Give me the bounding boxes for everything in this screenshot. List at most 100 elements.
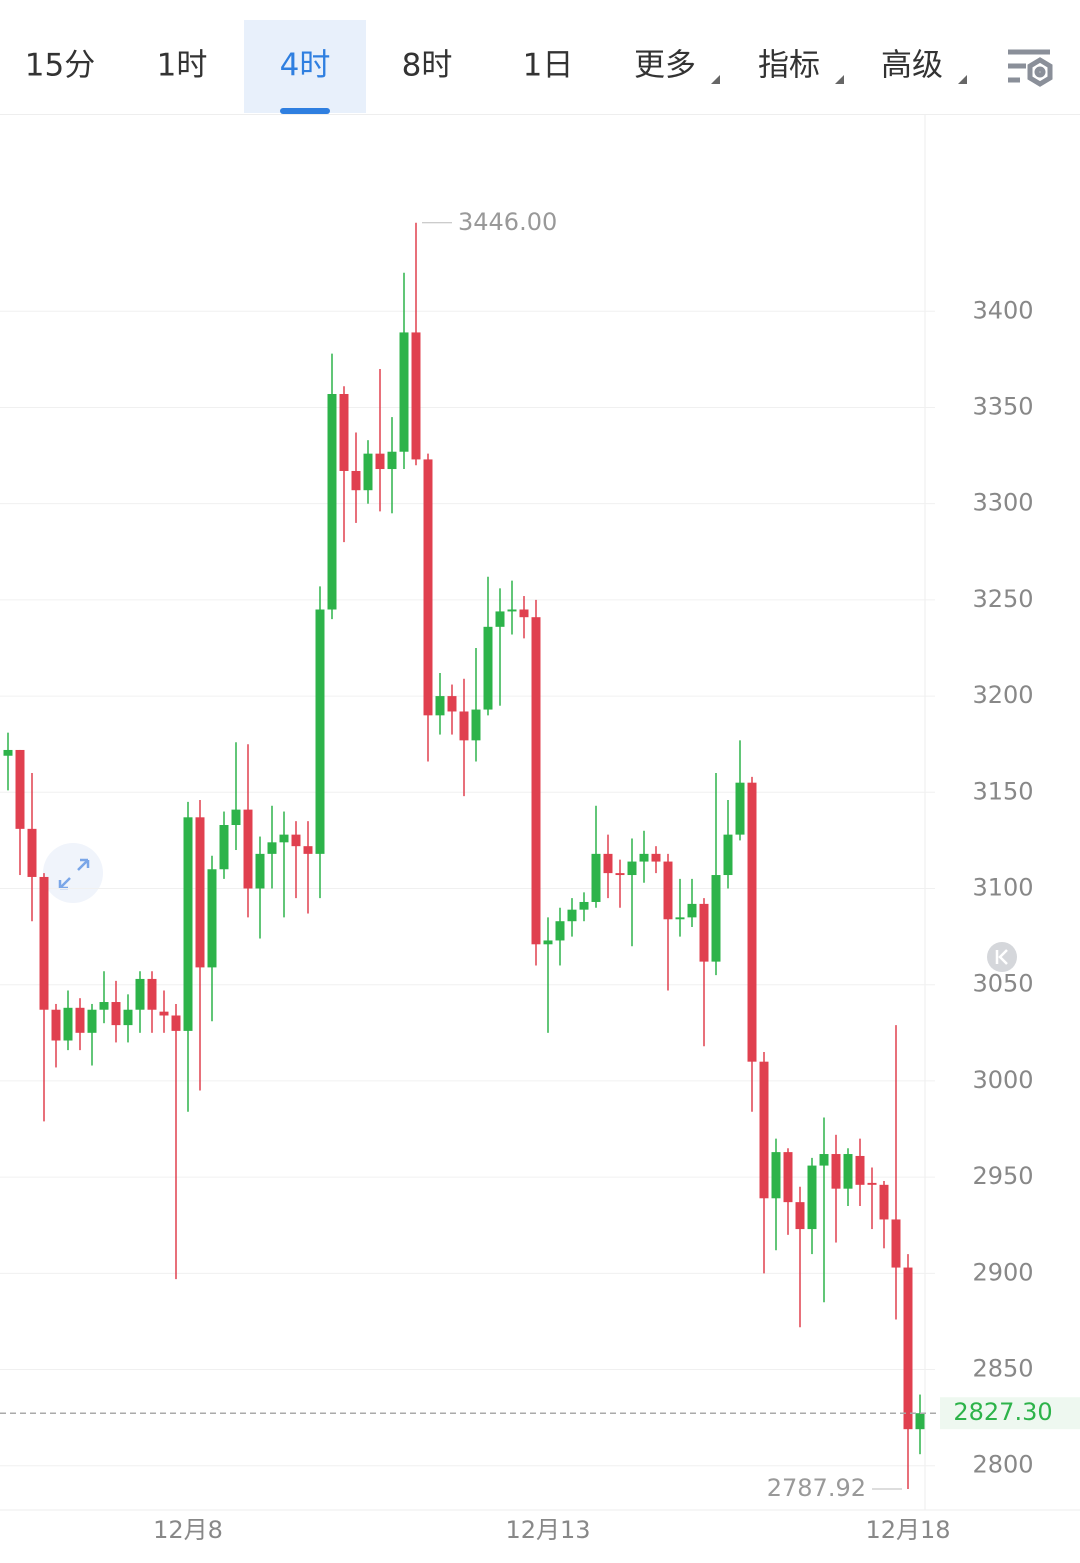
candle-body: [147, 978, 157, 1010]
candle-body: [27, 828, 37, 877]
tab[interactable]: 8时: [402, 48, 453, 84]
scroll-button[interactable]: [987, 942, 1017, 972]
candle-body: [615, 873, 625, 876]
candle-body: [39, 876, 49, 1010]
candle-body: [579, 901, 589, 910]
candle-body: [267, 842, 277, 854]
candle-body: [243, 809, 253, 889]
candle-body: [459, 711, 469, 741]
candle-body: [915, 1413, 925, 1430]
menu-caret: [835, 75, 844, 84]
candle-body: [555, 921, 565, 941]
max-annotation: 3446.00: [458, 208, 557, 236]
candle-body: [723, 834, 733, 876]
candle-body: [111, 1002, 121, 1026]
candle-body: [807, 1165, 817, 1230]
candle-body: [591, 853, 601, 902]
menu[interactable]: 更多: [634, 48, 696, 84]
candle-body: [843, 1154, 853, 1189]
candle-body: [99, 1002, 109, 1010]
candle-body: [279, 834, 289, 843]
candle-body: [3, 749, 13, 756]
candle-body: [783, 1152, 793, 1203]
expand-icon: [58, 858, 90, 890]
active-tab-indicator: [280, 108, 330, 114]
candle-body: [63, 1007, 73, 1041]
y-tick-label: 3200: [972, 681, 1033, 709]
candle-body: [51, 1009, 61, 1041]
candle-body: [135, 978, 145, 1010]
candle-body: [759, 1061, 769, 1199]
candle-body: [747, 782, 757, 1062]
candle-body: [471, 709, 481, 741]
candle-body: [531, 617, 541, 945]
candle-body: [339, 394, 349, 471]
scroll-icon: [995, 949, 1008, 965]
candle-body: [315, 609, 325, 854]
y-tick-label: 3150: [972, 777, 1033, 805]
candle-body: [15, 749, 25, 829]
toolbar-divider: [0, 114, 1080, 115]
candle-body: [519, 609, 529, 618]
tab[interactable]: 4时: [280, 48, 331, 84]
y-tick-label: 2950: [972, 1162, 1033, 1190]
candle-body: [651, 853, 661, 862]
active-tab-bg: [244, 20, 366, 113]
candle-body: [255, 853, 265, 889]
x-tick-label: 12月13: [505, 1516, 590, 1544]
y-tick-label: 3000: [972, 1066, 1033, 1094]
tab[interactable]: 1时: [157, 48, 208, 84]
last-price-label: 2827.30: [953, 1398, 1052, 1426]
candle-body: [171, 1015, 181, 1031]
tab[interactable]: 15分: [25, 48, 95, 84]
menu[interactable]: 指标: [758, 48, 820, 84]
x-tick-label: 12月18: [865, 1516, 950, 1544]
candle-body: [303, 846, 313, 854]
candle-body: [771, 1152, 781, 1199]
candle-body: [795, 1202, 805, 1230]
y-tick-label: 3350: [972, 392, 1033, 420]
menu-caret: [711, 75, 720, 84]
menu-caret: [958, 75, 967, 84]
candle-body: [363, 453, 373, 491]
candle-body: [675, 917, 685, 920]
candle-body: [639, 853, 649, 862]
candle-body: [123, 1009, 133, 1026]
candle-body: [879, 1184, 889, 1220]
menu[interactable]: 高级: [881, 48, 943, 84]
candle-body: [423, 459, 433, 716]
icon-hex: [1027, 57, 1053, 87]
candle-body: [219, 825, 229, 870]
y-tick-label: 3250: [972, 585, 1033, 613]
candle-body: [291, 834, 301, 847]
candle-body: [663, 861, 673, 920]
candle-body: [855, 1155, 865, 1185]
candle-body: [75, 1007, 85, 1033]
y-tick-label: 2900: [972, 1258, 1033, 1286]
candle-body: [351, 470, 361, 491]
candle-body: [495, 611, 505, 627]
candle-body: [159, 1011, 169, 1016]
candle-body: [891, 1219, 901, 1268]
candle-body: [699, 903, 709, 962]
candle-body: [411, 332, 421, 460]
candle-body: [687, 903, 697, 918]
candle-body: [387, 451, 397, 470]
candle-body: [399, 332, 409, 452]
y-tick-label: 2850: [972, 1355, 1033, 1383]
expand-button[interactable]: [43, 843, 103, 903]
candle-body: [819, 1154, 829, 1166]
candle-body: [603, 853, 613, 874]
candle-body: [183, 817, 193, 1031]
y-tick-label: 3050: [972, 970, 1033, 998]
y-tick-label: 3400: [972, 296, 1033, 324]
candle-body: [87, 1009, 97, 1033]
candle-body: [627, 861, 637, 876]
settings-icon[interactable]: [1008, 49, 1053, 87]
candle-body: [483, 626, 493, 710]
candle-body: [327, 394, 337, 610]
tab[interactable]: 1日: [523, 48, 574, 84]
y-tick-label: 2800: [972, 1451, 1033, 1479]
